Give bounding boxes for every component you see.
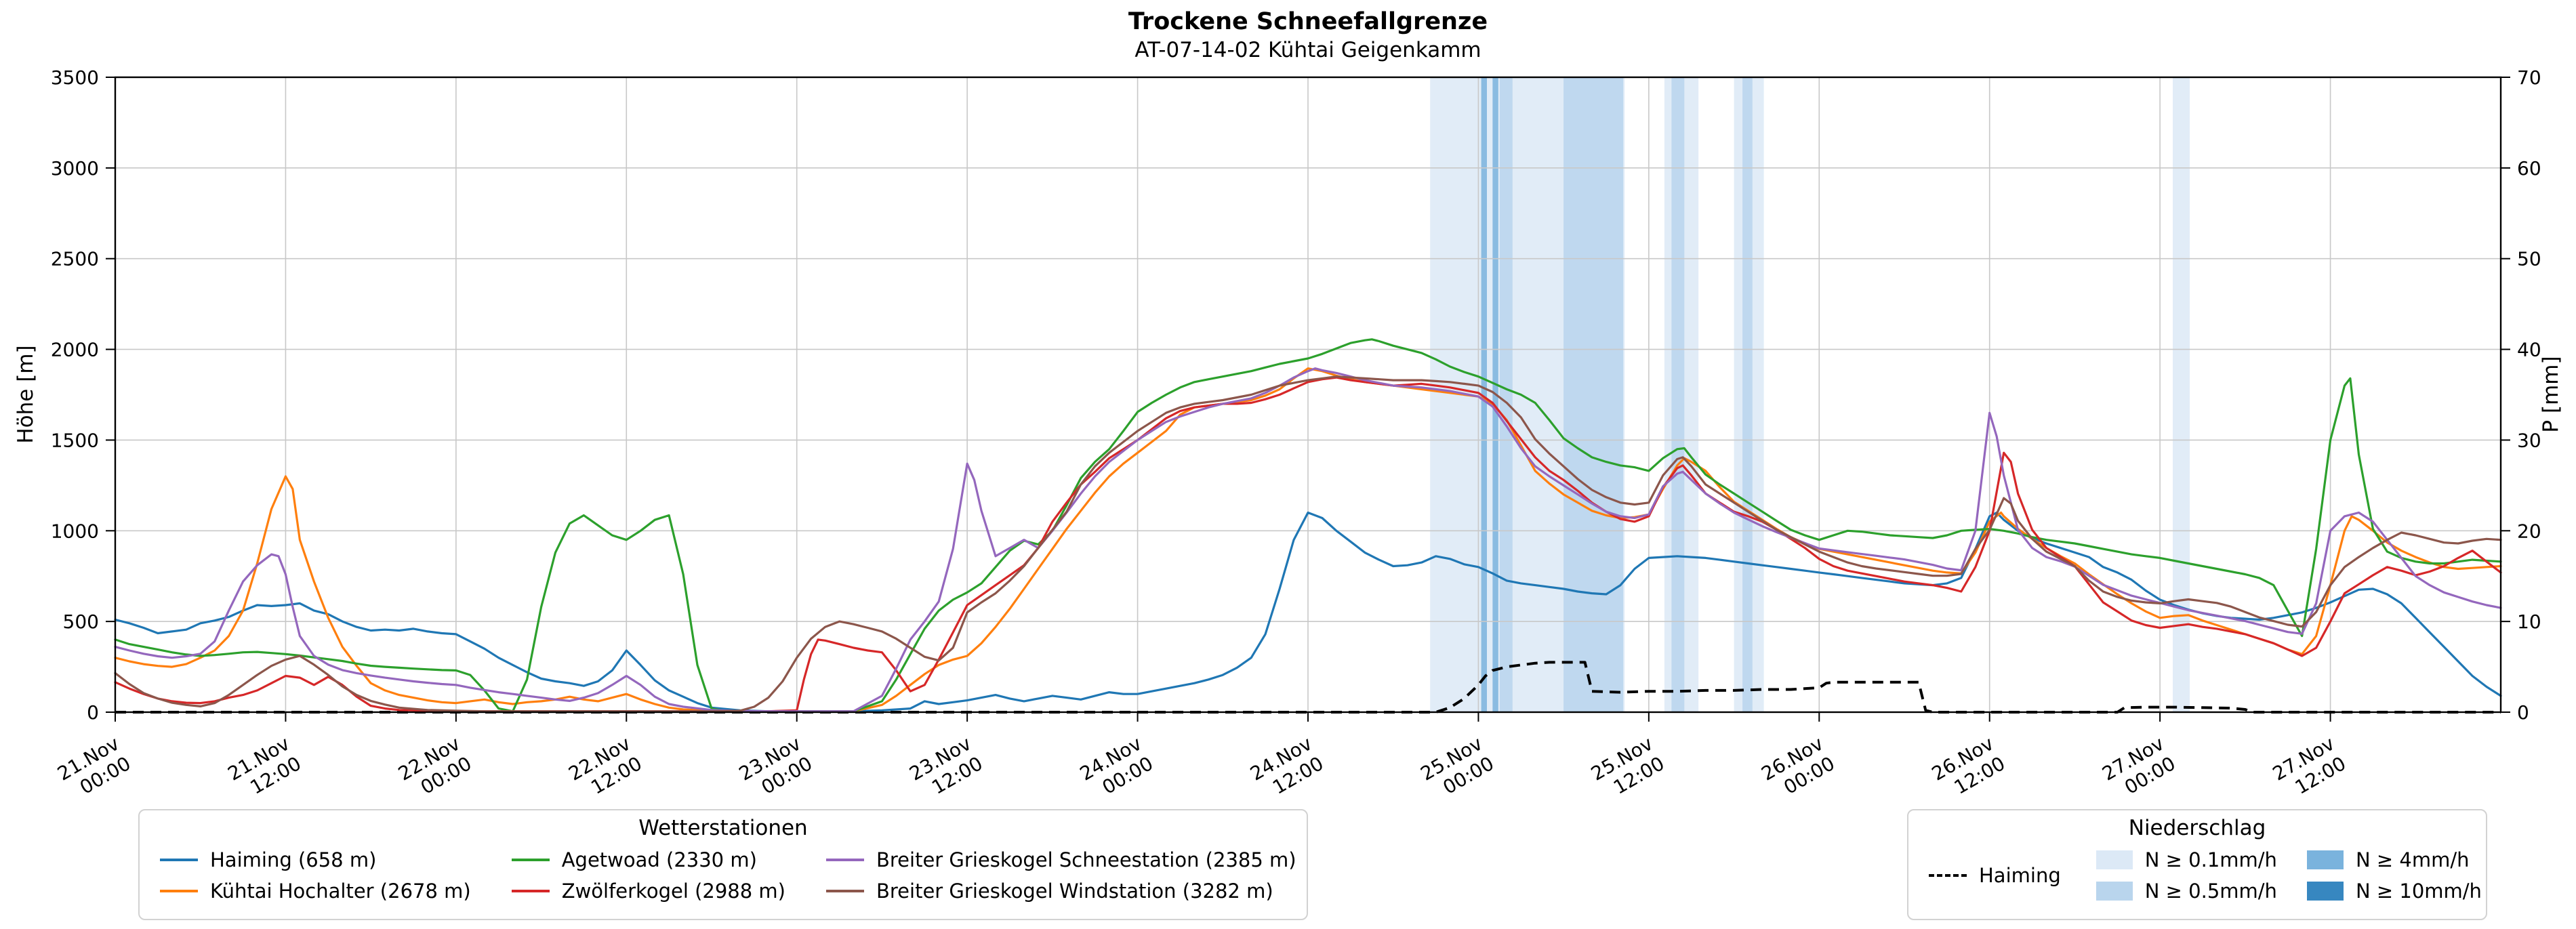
y-tick-label-right: 70 <box>2517 66 2541 89</box>
legend-item-n-0-1mm-h: N ≥ 0.1mm/h <box>2095 848 2277 871</box>
y-tick-label-left: 0 <box>87 701 99 724</box>
legend-item-label: Haiming <box>1979 864 2061 887</box>
chart-subtitle: AT-07-14-02 Kühtai Geigenkamm <box>1134 38 1481 63</box>
x-tick-label: 27.Nov00:00 <box>2098 732 2179 805</box>
legend-stations-items: Haiming (658 m) Kühtai Hochalter (2678 m)… <box>160 844 1296 907</box>
line-swatch <box>511 890 550 892</box>
gridlines <box>115 77 2501 713</box>
precip-band <box>1563 77 1624 712</box>
line-swatch <box>160 859 198 861</box>
chart-header: Trockene Schneefallgrenze AT-07-14-02 Kü… <box>115 8 2501 63</box>
x-tick-label: 21.Nov12:00 <box>224 732 305 805</box>
x-tick-label: 22.Nov12:00 <box>565 732 645 805</box>
y-tick-label-right: 60 <box>2517 157 2541 180</box>
y-tick-label-left: 3500 <box>51 66 99 89</box>
chart-title: Trockene Schneefallgrenze <box>1128 8 1488 35</box>
x-tick-label: 25.Nov12:00 <box>1587 732 1668 805</box>
series-line-breiter-grieskogel-windstation-3282-m <box>114 375 2502 713</box>
y-tick-label-right: 10 <box>2517 611 2541 633</box>
x-tick-label: 22.Nov00:00 <box>394 732 475 805</box>
x-tick-label: 26.Nov12:00 <box>1928 732 2009 805</box>
legend-stations-title: Wetterstationen <box>638 816 808 840</box>
x-tick-label: 24.Nov12:00 <box>1246 732 1327 805</box>
precip-bands <box>1430 77 2190 712</box>
legend-item-label: N ≥ 4mm/h <box>2355 848 2470 871</box>
legend-niederschlag: Niederschlag Haiming N ≥ 0.1mm/h N ≥ 0.5m… <box>1907 809 2487 920</box>
y-tick-label-left: 2000 <box>51 339 99 361</box>
legend-item-breiter-grieskogel-windstation-3282-m: Breiter Grieskogel Windstation (3282 m) <box>826 880 1296 903</box>
legend-precip-body: Haiming N ≥ 0.1mm/h N ≥ 0.5mm/h N ≥ 4mm/h N… <box>1929 844 2482 907</box>
patch-swatch <box>2095 850 2133 869</box>
legend-item-label: Haiming (658 m) <box>210 848 377 871</box>
x-tick-label: 21.Nov00:00 <box>54 732 134 805</box>
y-tick-label-left: 3000 <box>51 157 99 180</box>
y-tick-label-left: 1000 <box>51 520 99 542</box>
line-swatch <box>826 890 864 892</box>
legend-item-k-htai-hochalter-2678-m: Kühtai Hochalter (2678 m) <box>160 880 471 903</box>
y-tick-label-right: 0 <box>2517 701 2529 724</box>
y-tick-label-right: 30 <box>2517 429 2541 451</box>
legend-item-agetwoad-2330-m: Agetwoad (2330 m) <box>511 848 785 871</box>
legend-precip-title: Niederschlag <box>2128 816 2266 840</box>
axis-ticks: 0 500 1000 1500 2000 2500 3000 3500 0 10 20 30 40 50 6… <box>51 66 2541 805</box>
y-tick-label-right: 20 <box>2517 520 2541 542</box>
legend-item-label: Breiter Grieskogel Schneestation (2385 m… <box>876 848 1296 871</box>
x-tick-label: 27.Nov12:00 <box>2269 732 2350 805</box>
series-line-haiming-658-m <box>114 511 2502 713</box>
y-tick-label-right: 40 <box>2517 339 2541 361</box>
legend-item-breiter-grieskogel-schneestation-2385-m: Breiter Grieskogel Schneestation (2385 m… <box>826 848 1296 871</box>
x-tick-label: 25.Nov00:00 <box>1417 732 1498 805</box>
line-swatch <box>826 859 864 861</box>
precip-band <box>1481 77 1487 712</box>
patch-swatch <box>2095 882 2133 901</box>
precip-band <box>1671 77 1685 712</box>
legend-item-label: N ≥ 0.5mm/h <box>2144 880 2277 903</box>
legend-item-n-10mm-h: N ≥ 10mm/h <box>2306 880 2482 903</box>
legend-item-label: Agetwoad (2330 m) <box>561 848 757 871</box>
line-swatch <box>160 890 198 892</box>
legend-item-haiming-658-m: Haiming (658 m) <box>160 848 471 871</box>
y-tick-label-right: 50 <box>2517 248 2541 270</box>
legend-item-haiming-precip: Haiming <box>1929 864 2061 887</box>
patch-swatch <box>2306 882 2344 901</box>
precip-line-haiming <box>115 661 2501 714</box>
precip-band <box>1499 77 1513 712</box>
legend-precip-items: N ≥ 0.1mm/h N ≥ 0.5mm/h N ≥ 4mm/h N ≥ 10mm/… <box>2095 844 2482 907</box>
legend-item-label: N ≥ 0.1mm/h <box>2144 848 2277 871</box>
legend-item-label: Zwölferkogel (2988 m) <box>561 880 785 903</box>
patch-swatch <box>2306 850 2344 869</box>
line-swatch <box>511 859 550 861</box>
y-tick-label-left: 2500 <box>51 248 99 270</box>
x-tick-label: 23.Nov00:00 <box>735 732 816 805</box>
legend-item-n-0-5mm-h: N ≥ 0.5mm/h <box>2095 880 2277 903</box>
dashed-line-swatch <box>1929 874 1967 877</box>
y-tick-label-left: 1500 <box>51 429 99 451</box>
precip-band <box>1742 77 1753 712</box>
x-tick-label: 24.Nov00:00 <box>1076 732 1157 805</box>
series-line-breiter-grieskogel-schneestation-2385-m <box>114 367 2502 713</box>
legend-item-label: N ≥ 10mm/h <box>2355 880 2482 903</box>
x-tick-label: 26.Nov00:00 <box>1757 732 1838 805</box>
legend-item-n-4mm-h: N ≥ 4mm/h <box>2306 848 2482 871</box>
legend-item-zw-lferkogel-2988-m: Zwölferkogel (2988 m) <box>511 880 785 903</box>
legend-item-label: Kühtai Hochalter (2678 m) <box>210 880 471 903</box>
legend-wetterstationen: Wetterstationen Haiming (658 m) Kühtai Ho… <box>138 809 1308 920</box>
y-tick-label-left: 500 <box>63 611 99 633</box>
legend-item-label: Breiter Grieskogel Windstation (3282 m) <box>876 880 1273 903</box>
x-tick-label: 23.Nov12:00 <box>905 732 986 805</box>
